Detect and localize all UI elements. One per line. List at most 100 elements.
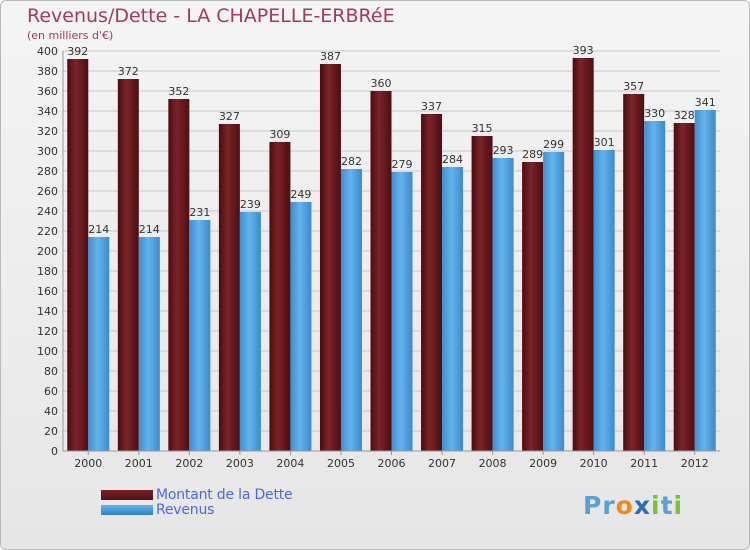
x-tick-label: 2004 — [276, 457, 304, 470]
y-tick-label: 340 — [37, 105, 58, 118]
y-tick-label: 240 — [37, 205, 58, 218]
debt-value-label: 315 — [472, 122, 493, 135]
logo-letter: o — [615, 491, 634, 520]
debt-bar — [319, 64, 341, 451]
revenue-bar — [88, 237, 110, 451]
logo-letter: r — [602, 491, 616, 520]
revenue-value-label: 293 — [493, 144, 514, 157]
logo-letter: i — [651, 491, 661, 520]
y-tick-label: 320 — [37, 125, 58, 138]
legend-label-revenue: Revenus — [156, 502, 215, 518]
x-tick-label: 2005 — [327, 457, 355, 470]
debt-value-label: 327 — [219, 110, 240, 123]
revenue-bar — [340, 169, 362, 451]
y-tick-label: 400 — [37, 45, 58, 58]
y-tick-label: 360 — [37, 85, 58, 98]
revenue-value-label: 341 — [695, 96, 716, 109]
revenue-bar — [644, 121, 666, 451]
x-tick-label: 2009 — [529, 457, 557, 470]
legend-label-debt: Montant de la Dette — [156, 487, 293, 503]
logo-letter: t — [660, 491, 674, 520]
revenue-bar — [138, 237, 160, 451]
debt-bar — [269, 142, 291, 451]
revenue-bar — [492, 158, 514, 451]
x-tick-label: 2010 — [580, 457, 608, 470]
debt-bar — [218, 124, 240, 451]
revenue-value-label: 239 — [240, 198, 261, 211]
debt-value-label: 372 — [118, 65, 139, 78]
revenue-bar — [290, 202, 312, 451]
y-tick-label: 260 — [37, 185, 58, 198]
y-tick-label: 20 — [44, 425, 58, 438]
y-tick-label: 280 — [37, 165, 58, 178]
debt-bar — [168, 99, 190, 451]
debt-value-label: 352 — [168, 85, 189, 98]
debt-value-label: 337 — [421, 100, 442, 113]
debt-value-label: 289 — [522, 148, 543, 161]
y-tick-label: 80 — [44, 365, 58, 378]
y-tick-label: 140 — [37, 305, 58, 318]
revenue-value-label: 282 — [341, 155, 362, 168]
x-tick-label: 2007 — [428, 457, 456, 470]
revenue-bar — [239, 212, 261, 451]
debt-bar — [673, 123, 695, 451]
revenue-value-label: 301 — [594, 136, 615, 149]
y-tick-label: 180 — [37, 265, 58, 278]
revenue-bar — [391, 172, 413, 451]
revenue-value-label: 214 — [88, 223, 109, 236]
x-tick-label: 2002 — [175, 457, 203, 470]
revenue-bar — [694, 110, 716, 451]
x-tick-label: 2006 — [378, 457, 406, 470]
x-tick-label: 2011 — [630, 457, 658, 470]
debt-value-label: 328 — [674, 109, 695, 122]
y-tick-label: 200 — [37, 245, 58, 258]
y-tick-label: 300 — [37, 145, 58, 158]
logo-letter: i — [673, 491, 684, 520]
revenue-value-label: 214 — [139, 223, 160, 236]
legend-swatch-debt — [101, 490, 153, 500]
x-tick-label: 2012 — [681, 457, 709, 470]
y-tick-label: 160 — [37, 285, 58, 298]
chart-subtitle: (en milliers d'€) — [27, 29, 114, 42]
revenue-bar — [593, 150, 615, 451]
debt-value-label: 309 — [269, 128, 290, 141]
revenue-value-label: 279 — [392, 158, 413, 171]
revenue-value-label: 299 — [543, 138, 564, 151]
y-tick-label: 120 — [37, 325, 58, 338]
debt-bar — [522, 162, 544, 451]
chart-title: Revenus/Dette - LA CHAPELLE-ERBRéE — [27, 5, 395, 27]
revenue-bar — [442, 167, 464, 451]
logo-letter: P — [583, 491, 603, 520]
debt-bar — [572, 58, 594, 451]
x-tick-label: 2003 — [226, 457, 254, 470]
legend-swatch-revenue — [101, 505, 153, 515]
y-tick-label: 0 — [51, 445, 58, 458]
y-tick-label: 220 — [37, 225, 58, 238]
y-tick-label: 100 — [37, 345, 58, 358]
debt-bar — [370, 91, 392, 451]
debt-bar — [471, 136, 493, 451]
debt-value-label: 392 — [67, 45, 88, 58]
logo-letter: x — [633, 491, 651, 520]
y-tick-label: 40 — [44, 405, 58, 418]
revenue-value-label: 249 — [290, 188, 311, 201]
debt-value-label: 360 — [371, 77, 392, 90]
debt-value-label: 393 — [573, 44, 594, 57]
debt-bar — [421, 114, 443, 451]
debt-bar — [623, 94, 645, 451]
revenue-bar — [543, 152, 565, 451]
x-tick-label: 2000 — [74, 457, 102, 470]
debt-value-label: 387 — [320, 50, 341, 63]
debt-bar — [67, 59, 89, 451]
x-tick-label: 2001 — [125, 457, 153, 470]
revenue-value-label: 284 — [442, 153, 463, 166]
proxiti-logo: Proxiti — [583, 491, 683, 520]
revenue-bar — [189, 220, 211, 451]
debt-value-label: 357 — [623, 80, 644, 93]
revenue-value-label: 231 — [189, 206, 210, 219]
revenue-value-label: 330 — [644, 107, 665, 120]
y-tick-label: 380 — [37, 65, 58, 78]
y-tick-label: 60 — [44, 385, 58, 398]
